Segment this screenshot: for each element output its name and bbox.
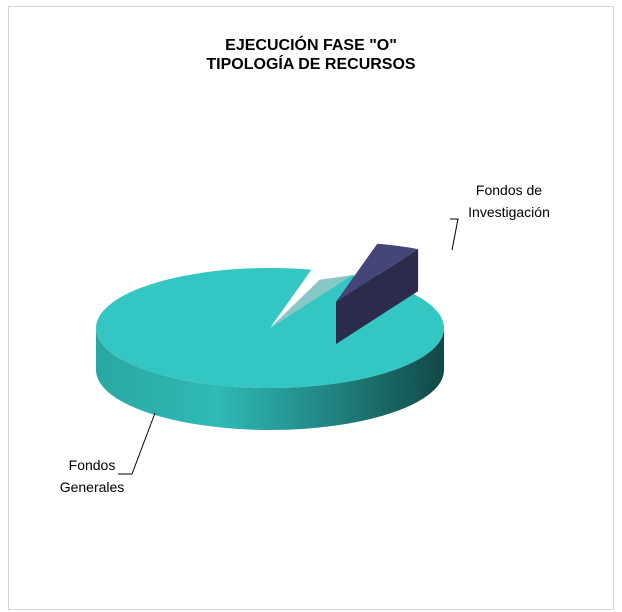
pie-wall-investigacion-1 (336, 249, 419, 344)
label-investigacion-line1: Fondos de (476, 182, 542, 198)
chart-title-line2: TIPOLOGÍA DE RECURSOS (206, 56, 416, 73)
pie-slice-investigacion (336, 243, 419, 302)
leader-line-investigacion (450, 218, 459, 251)
label-generales-line2: Generales (60, 479, 125, 495)
chart-title-line1: EJECUCIÓN FASE "O" (225, 37, 397, 54)
pie-gap-shade (270, 275, 353, 328)
label-generales-line1: Fondos (69, 457, 116, 473)
label-investigacion-line2: Investigación (468, 204, 550, 220)
pie-side-generales (96, 328, 444, 430)
leader-line-generales (118, 412, 156, 475)
